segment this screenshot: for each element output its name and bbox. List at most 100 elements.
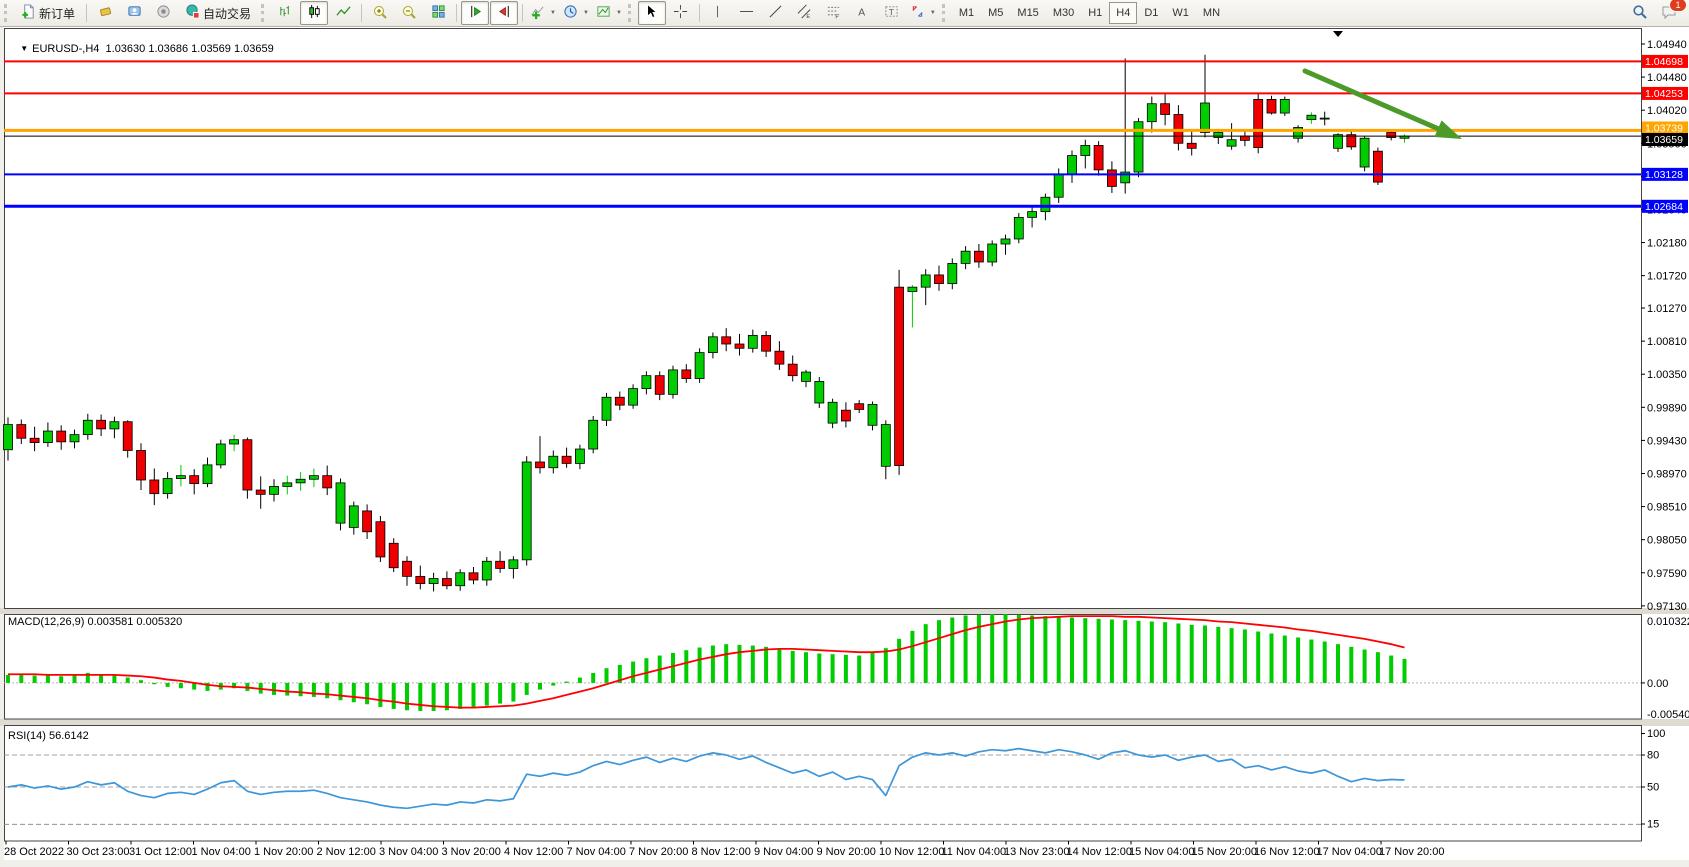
macd-histogram-bar [1309, 639, 1314, 683]
chart-canvas[interactable]: 1.049401.044801.040201.035601.031001.026… [0, 27, 1689, 867]
svg-text:1.03739: 1.03739 [1645, 123, 1683, 135]
time-tick-label: 2 Nov 12:00 [317, 846, 376, 858]
candle-body [1053, 173, 1064, 198]
metaeditor-button[interactable] [91, 1, 119, 25]
candle-body [1093, 145, 1104, 171]
time-tick-label: 10 Nov 12:00 [879, 846, 944, 858]
shift-end-marker[interactable] [1333, 31, 1343, 37]
time-tick-label: 7 Nov 04:00 [567, 846, 626, 858]
line-chart-button[interactable] [329, 1, 357, 25]
trendline-icon [768, 4, 783, 22]
macd-histogram-bar [910, 630, 915, 683]
auto-trading-button[interactable]: 自动交易 [178, 1, 258, 25]
macd-histogram-bar [471, 682, 476, 708]
svg-text:A: A [859, 7, 866, 18]
macd-histogram-bar [1389, 655, 1394, 683]
templates-button[interactable]: ▼ [593, 1, 625, 25]
macd-histogram-bar [710, 645, 715, 683]
candle-body [761, 334, 771, 352]
time-tick-label: 9 Nov 20:00 [817, 846, 876, 858]
search-icon [1632, 4, 1648, 23]
timeframe-M15[interactable]: M15 [1017, 7, 1039, 19]
fibonacci-button[interactable]: F [820, 1, 848, 25]
macd-histogram-bar [1362, 649, 1367, 683]
time-tick-label: 16 Nov 12:00 [1254, 846, 1319, 858]
timeframe-MN[interactable]: MN [1202, 7, 1221, 19]
candle-body [428, 578, 439, 584]
macd-histogram-bar [1336, 644, 1340, 683]
candle-body [721, 336, 732, 345]
candle-body [535, 461, 545, 469]
candle-body [1279, 98, 1290, 114]
timeframe-M1[interactable]: M1 [958, 7, 975, 19]
price-badge-1.03128 [1642, 167, 1688, 181]
price-tick-label: 1.04940 [1647, 39, 1687, 51]
macd-histogram-bar [378, 682, 383, 707]
timeframe-M30[interactable]: M30 [1052, 7, 1075, 19]
market-watch-button[interactable] [149, 1, 177, 25]
bar-chart-button[interactable] [271, 1, 299, 25]
equidistant-channel-button[interactable]: E [791, 1, 819, 25]
candle-body [1346, 134, 1357, 148]
candle-body [1319, 117, 1330, 120]
zoom-in-button[interactable] [366, 1, 394, 25]
macd-histogram-bar [125, 677, 130, 683]
macd-histogram-bar [72, 674, 77, 683]
candle-body [1080, 145, 1091, 156]
auto-scroll-button[interactable] [461, 1, 490, 25]
chart-shift-button[interactable] [490, 1, 519, 25]
cursor-button[interactable] [637, 1, 666, 25]
timeframe-H1[interactable]: H1 [1088, 7, 1103, 19]
macd-histogram-bar [1149, 621, 1154, 683]
macd-histogram-bar [1216, 626, 1221, 683]
time-tick-label: 28 Oct 2022 [4, 846, 64, 858]
crosshair-button[interactable] [667, 1, 695, 25]
macd-histogram-bar [897, 638, 902, 683]
indicators-button[interactable]: ▼ [527, 1, 559, 25]
time-tick-label: 3 Nov 04:00 [379, 846, 438, 858]
candle-body [747, 334, 758, 349]
horizontal-line-button[interactable] [733, 1, 761, 25]
trendline-button[interactable] [762, 1, 790, 25]
tile-windows-button[interactable] [424, 1, 452, 25]
macd-signal-line [8, 615, 1405, 709]
chart-shift-icon [497, 4, 512, 22]
candle-body [561, 455, 572, 464]
vertical-line-icon [711, 4, 724, 22]
time-tick-label: 15 Nov 20:00 [1192, 846, 1257, 858]
notifications-button[interactable]: 1 [1655, 0, 1687, 25]
timeframe-H4[interactable]: H4 [1109, 2, 1138, 24]
candle-body [1027, 211, 1037, 218]
data-window-button[interactable] [120, 1, 148, 25]
candle-body [29, 437, 40, 443]
candle-body [1133, 121, 1144, 173]
timeframe-M5[interactable]: M5 [988, 7, 1004, 19]
macd-histogram-bar [59, 676, 64, 683]
text-button[interactable]: A [849, 1, 877, 25]
time-axis[interactable] [5, 841, 1382, 845]
new-order-button[interactable]: 新订单 [14, 1, 82, 25]
arrows-button[interactable]: ▼ [907, 1, 939, 25]
macd-histogram-bar [19, 673, 24, 683]
search-button[interactable] [1626, 1, 1654, 25]
trend-arrow-annotation[interactable] [1302, 68, 1462, 139]
vertical-line-button[interactable] [704, 1, 732, 25]
timeframe-D1[interactable]: D1 [1144, 7, 1159, 19]
candle-body [801, 371, 811, 382]
macd-histogram-bar [1056, 616, 1061, 683]
periods-button[interactable]: ▼ [560, 1, 592, 25]
candle-body [362, 510, 373, 533]
macd-layer [6, 614, 1407, 711]
zoom-out-button[interactable] [395, 1, 423, 25]
text-icon: A [855, 4, 870, 22]
chart-window: 1.049401.044801.040201.035601.031001.026… [0, 27, 1689, 867]
macd-axis-max: 0.010322 [1647, 616, 1689, 628]
macd-histogram-bar [1282, 635, 1287, 683]
candle-body [1386, 132, 1397, 138]
candlestick-chart-button[interactable] [300, 1, 329, 25]
timeframe-W1[interactable]: W1 [1172, 7, 1189, 19]
text-label-button[interactable]: T [878, 1, 906, 25]
candle-body [56, 430, 67, 443]
candle-body [375, 521, 386, 558]
candle-body [1200, 102, 1210, 133]
